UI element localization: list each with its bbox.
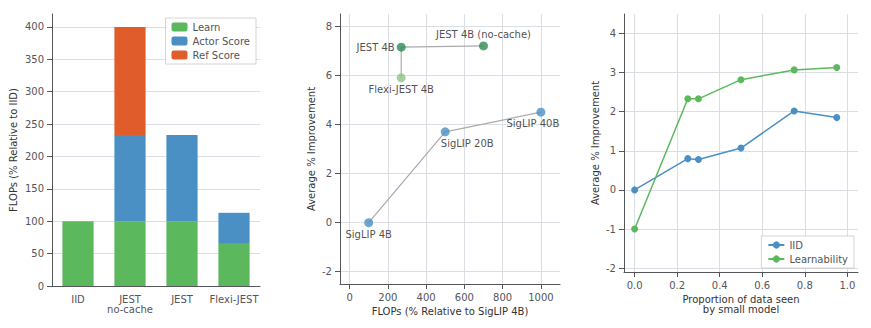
- svg-text:50: 50: [31, 248, 44, 259]
- svg-text:400: 400: [25, 21, 44, 32]
- svg-text:JEST: JEST: [119, 293, 141, 305]
- svg-text:JEST: JEST: [170, 294, 194, 305]
- svg-text:Learn: Learn: [193, 22, 221, 33]
- svg-text:IID: IID: [789, 240, 803, 251]
- svg-text:Ref Score: Ref Score: [193, 50, 240, 61]
- svg-text:0.8: 0.8: [797, 280, 813, 291]
- svg-text:Average % Improvement: Average % Improvement: [590, 81, 601, 205]
- svg-text:IID: IID: [71, 294, 85, 305]
- svg-text:by small model: by small model: [703, 304, 779, 315]
- svg-text:150: 150: [25, 183, 44, 194]
- svg-text:JEST 4B: JEST 4B: [356, 42, 395, 53]
- svg-text:-2: -2: [606, 263, 616, 274]
- svg-text:2: 2: [610, 106, 616, 117]
- svg-text:SigLIP 20B: SigLIP 20B: [441, 138, 494, 149]
- svg-text:SigLIP 40B: SigLIP 40B: [506, 118, 559, 129]
- svg-text:1.0: 1.0: [839, 280, 855, 291]
- svg-text:0.4: 0.4: [712, 280, 728, 291]
- svg-text:100: 100: [25, 216, 44, 227]
- svg-text:SigLIP 4B: SigLIP 4B: [345, 229, 392, 240]
- svg-text:0.2: 0.2: [669, 280, 685, 291]
- svg-text:200: 200: [378, 292, 397, 303]
- svg-text:6: 6: [326, 70, 332, 81]
- svg-text:FLOPs (% Relative to SigLIP 4B: FLOPs (% Relative to SigLIP 4B): [372, 306, 529, 317]
- svg-text:no-cache: no-cache: [107, 304, 153, 315]
- svg-text:250: 250: [25, 119, 44, 130]
- svg-text:Flexi-JEST: Flexi-JEST: [209, 294, 259, 305]
- svg-text:FLOPs (% Relative to IID): FLOPs (% Relative to IID): [8, 88, 19, 212]
- svg-text:300: 300: [25, 86, 44, 97]
- svg-text:4: 4: [326, 119, 332, 130]
- svg-text:0.0: 0.0: [627, 280, 643, 291]
- svg-text:0: 0: [346, 292, 352, 303]
- svg-text:800: 800: [493, 292, 512, 303]
- svg-text:200: 200: [25, 151, 44, 162]
- svg-text:600: 600: [455, 292, 474, 303]
- svg-text:400: 400: [417, 292, 436, 303]
- svg-text:Average % Improvement: Average % Improvement: [306, 87, 317, 211]
- svg-text:8: 8: [326, 21, 332, 32]
- svg-text:-1: -1: [606, 224, 616, 235]
- svg-text:3: 3: [610, 67, 616, 78]
- svg-text:-2: -2: [322, 266, 332, 277]
- svg-text:0: 0: [610, 184, 616, 195]
- svg-text:Proportion of data seen: Proportion of data seen: [682, 294, 800, 306]
- svg-text:2: 2: [326, 168, 332, 179]
- svg-text:350: 350: [25, 54, 44, 65]
- svg-text:4: 4: [610, 28, 616, 39]
- svg-text:0: 0: [326, 217, 332, 228]
- svg-text:0: 0: [38, 281, 44, 292]
- svg-text:Actor Score: Actor Score: [193, 36, 251, 47]
- svg-text:JEST 4B (no-cache): JEST 4B (no-cache): [435, 29, 531, 40]
- svg-text:1000: 1000: [528, 292, 553, 303]
- svg-text:0.6: 0.6: [754, 280, 770, 291]
- svg-text:Flexi-JEST 4B: Flexi-JEST 4B: [368, 84, 434, 95]
- svg-text:Learnability: Learnability: [789, 254, 848, 265]
- svg-text:1: 1: [610, 145, 616, 156]
